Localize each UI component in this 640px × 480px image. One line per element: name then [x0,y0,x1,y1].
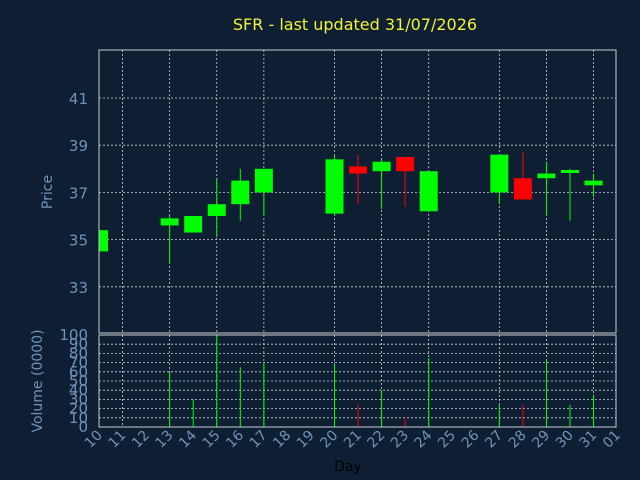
x-tick-label: 27 [482,428,506,452]
candle-body [513,178,532,200]
volume-y-tick-label: 100 [59,326,88,344]
volume-y-tick-label: 90 [69,335,88,353]
x-tick-label: 28 [506,428,530,452]
candle-body [325,159,344,214]
x-tick-label: 13 [153,428,177,452]
price-axis-title: Price [40,175,56,209]
x-tick-label: 14 [176,427,200,451]
price-y-tick-label: 41 [69,90,88,108]
x-tick-label: 21 [341,428,365,452]
x-tick-label: 01 [600,428,624,452]
candle-body [184,216,203,233]
volume-y-tick-label: 40 [69,381,88,399]
price-y-tick-label: 33 [69,279,88,297]
x-tick-label: 31 [576,428,600,452]
price-grid [99,50,616,333]
x-tick-labels: 10 11 12 13 14 15 16 17 18 19 20 21 22 23 24 25 26 27 28 29… [82,427,624,451]
chart-title: SFR - last updated 31/07/2026 [233,15,477,34]
candle-body [160,218,179,226]
volume-y-tick-label: 50 [69,372,88,390]
volume-y-tick-label: 20 [69,400,88,418]
volume-axis-title: Volume (0000) [30,329,46,432]
x-tick-label: 25 [435,428,459,452]
x-tick-label: 20 [317,428,341,452]
candle-body [372,161,391,172]
x-tick-label: 15 [200,428,224,452]
x-tick-label: 23 [388,428,412,452]
candle-body [99,230,108,252]
candle-body [349,166,368,174]
volume-panel-frame [98,334,617,428]
x-tick-label: 29 [529,428,553,452]
candle-body [231,180,250,205]
x-tick-label: 18 [270,428,294,452]
volume-y-tick-label: 30 [69,390,88,408]
volume-y-tick-label: 70 [69,354,88,372]
price-candles [98,152,603,264]
candle-body [254,168,273,193]
x-tick-label: 16 [223,427,247,451]
volume-bars [169,335,595,427]
x-tick-label: 12 [129,428,153,452]
x-axis-title: Day [334,459,362,475]
x-tick-label: 24 [412,427,436,451]
x-tick-label: 22 [365,428,389,452]
candle-body [396,157,415,172]
candle-body [561,169,579,173]
x-tick-label: 30 [553,428,577,452]
candle-body [419,171,438,212]
price-y-tick-labels: 33 35 37 39 41 [69,90,88,297]
volume-grid [99,335,616,427]
candle-body [537,173,556,179]
price-y-tick-label: 37 [69,184,88,202]
x-tick-label: 19 [294,428,318,452]
volume-y-tick-label: 60 [69,363,88,381]
x-tick-label: 26 [459,427,483,451]
candle-body [207,204,226,216]
price-y-tick-label: 39 [69,137,88,155]
price-y-tick-label: 35 [69,232,88,250]
volume-y-tick-label: 80 [69,344,88,362]
price-panel-frame [98,49,617,334]
volume-y-tick-label: 0 [78,418,88,436]
volume-y-tick-label: 10 [69,409,88,427]
x-tick-label: 17 [247,428,271,452]
x-tick-label: 11 [105,428,129,452]
candle-body [584,180,603,186]
candle-body [490,154,509,193]
